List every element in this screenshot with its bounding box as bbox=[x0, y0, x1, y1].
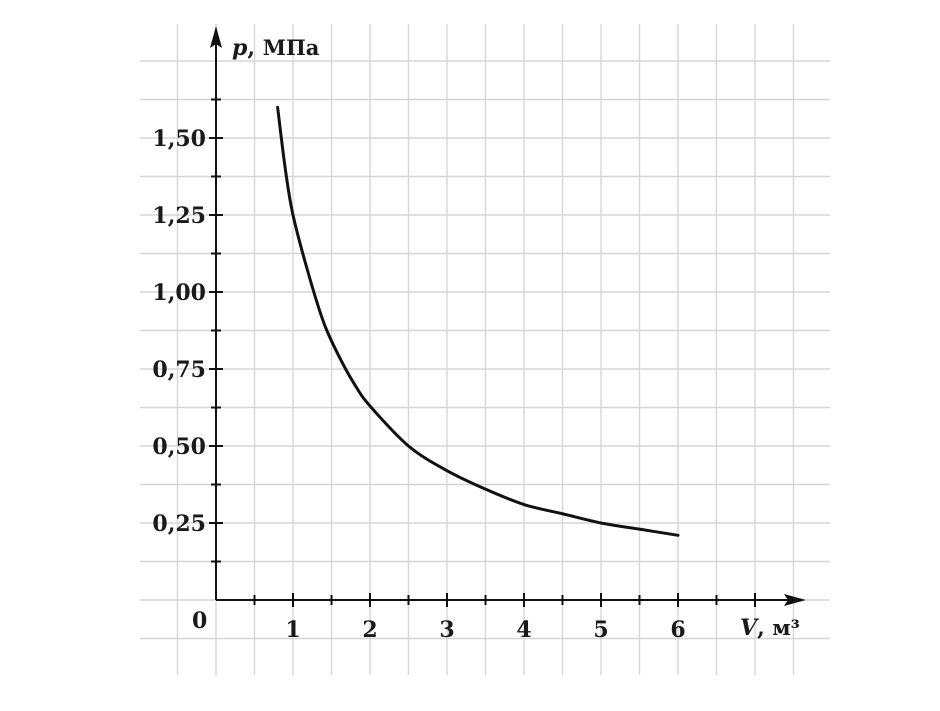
series-line-0 bbox=[276, 105, 680, 537]
chart-ticks: 1 2 3 4 5 6 0,25 0,50 0,75 1,00 1,25 1,50 bbox=[152, 98, 756, 643]
series-layer bbox=[276, 105, 680, 537]
x-tick-label: 3 bbox=[439, 617, 454, 643]
y-tick-label: 1,00 bbox=[152, 280, 206, 306]
x-axis-label: V, м³ bbox=[740, 615, 800, 641]
y-tick-label: 0,25 bbox=[152, 511, 206, 537]
y-axis-label: p, МПа bbox=[232, 35, 320, 61]
y-axis-symbol: p bbox=[232, 35, 248, 61]
x-axis-arrow bbox=[784, 594, 806, 606]
y-tick-label: 0,50 bbox=[152, 434, 206, 460]
y-axis-arrow bbox=[210, 26, 222, 48]
x-tick-label: 6 bbox=[670, 617, 685, 643]
x-axis-unit: м³ bbox=[772, 615, 799, 640]
y-tick-label: 1,50 bbox=[152, 126, 206, 152]
origin-label: 0 bbox=[192, 608, 207, 634]
x-tick-label: 5 bbox=[593, 617, 608, 643]
x-tick-label: 4 bbox=[516, 617, 531, 643]
y-axis-unit: МПа bbox=[263, 35, 320, 60]
x-axis-symbol: V bbox=[740, 615, 759, 641]
x-tick-label: 1 bbox=[285, 617, 300, 643]
chart-axes bbox=[210, 26, 806, 606]
y-tick-label: 0,75 bbox=[152, 357, 206, 383]
x-tick-label: 2 bbox=[362, 617, 377, 643]
y-tick-label: 1,25 bbox=[152, 203, 206, 229]
chart-grid bbox=[140, 24, 830, 675]
